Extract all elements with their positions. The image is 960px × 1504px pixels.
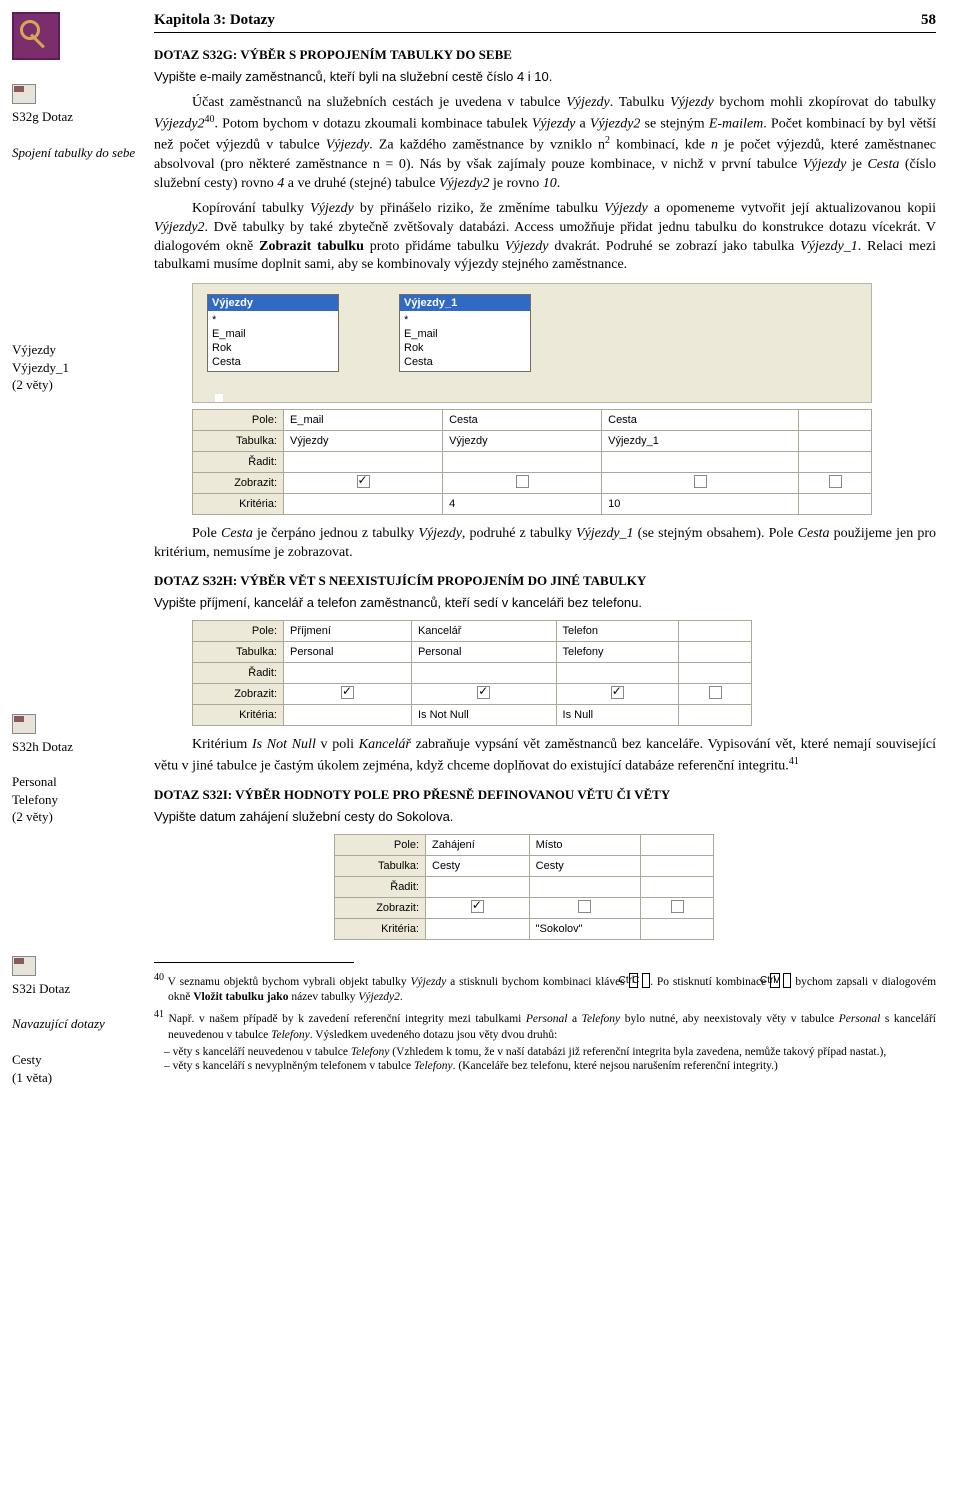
footnote-41: 41 Např. v našem případě by k zavedení r… [168,1008,936,1043]
query-icon [12,956,36,976]
query-designer-h: Pole:PříjmeníKancelářTelefon Tabulka:Per… [192,620,936,726]
checkbox-icon[interactable] [671,900,684,913]
checkbox-icon[interactable] [357,475,370,488]
section-g-after: Pole Cesta je čerpáno jednou z tabulky V… [154,525,936,563]
sidebar-g-label: S32g Dotaz [12,109,73,124]
sidebar-i-tables: Cesty (1 věta) [12,1051,142,1086]
tables-pane: Výjezdy * E_mail Rok Cesta Výjezdy_1 * E… [192,283,872,403]
checkbox-icon[interactable] [709,686,722,699]
footnote-40: 40 V seznamu objektů bychom vybrali obje… [168,971,936,1006]
sidebar-h-label: S32h Dotaz [12,739,73,754]
page-number: 58 [921,12,936,29]
section-g-title: DOTAZ S32G: VÝBĚR S PROPOJENÍM TABULKY D… [154,47,936,63]
sidebar-g-link: Spojení tabulky do sebe [12,144,142,162]
query-designer-i: Pole:ZahájeníMísto Tabulka:CestyCesty Řa… [334,834,936,940]
checkbox-icon[interactable] [341,686,354,699]
footnote-41-item1: – věty s kanceláří neuvedenou v tabulce … [174,1046,936,1058]
chapter-key-icon [12,12,60,60]
qbe-grid-g[interactable]: Pole:E_mailCestaCesta Tabulka:VýjezdyVýj… [192,409,872,515]
checkbox-icon[interactable] [477,686,490,699]
chapter-title: Kapitola 3: Dotazy [154,12,275,29]
qbe-grid-i[interactable]: Pole:ZahájeníMísto Tabulka:CestyCesty Řa… [334,834,714,940]
query-designer-g: Výjezdy * E_mail Rok Cesta Výjezdy_1 * E… [192,283,872,515]
checkbox-icon[interactable] [611,686,624,699]
sidebar-g-tables: Výjezdy Výjezdy_1 (2 věty) [12,341,142,394]
query-icon [12,714,36,734]
table-box-vyjezdy[interactable]: Výjezdy * E_mail Rok Cesta [207,294,339,372]
checkbox-icon[interactable] [516,475,529,488]
qbe-grid-h[interactable]: Pole:PříjmeníKancelářTelefon Tabulka:Per… [192,620,752,726]
section-g-para1: Účast zaměstnanců na služebních cestách … [154,94,936,194]
checkbox-icon[interactable] [578,900,591,913]
footnote-separator [154,962,354,963]
checkbox-icon[interactable] [694,475,707,488]
section-i-task: Vypište datum zahájení služební cesty do… [154,809,936,824]
section-g-para2: Kopírování tabulky Výjezdy by přinášelo … [154,200,936,276]
sidebar-i-label: S32i Dotaz [12,981,70,996]
section-h-task: Vypište příjmení, kancelář a telefon zam… [154,595,936,610]
section-g-task: Vypište e-maily zaměstnanců, kteří byli … [154,69,936,84]
section-i-title: DOTAZ S32I: VÝBĚR HODNOTY POLE PRO PŘESN… [154,787,936,803]
section-h-title: DOTAZ S32H: VÝBĚR VĚT S NEEXISTUJÍCÍM PR… [154,573,936,589]
query-icon [12,84,36,104]
footnote-41-item2: – věty s kanceláří s nevyplněným telefon… [174,1060,936,1072]
checkbox-icon[interactable] [471,900,484,913]
sidebar-i-link: Navazující dotazy [12,1015,142,1033]
sidebar-h-tables: Personal Telefony (2 věty) [12,773,142,826]
section-h-after: Kritérium Is Not Null v poli Kancelář za… [154,736,936,776]
table-box-vyjezdy1[interactable]: Výjezdy_1 * E_mail Rok Cesta [399,294,531,372]
checkbox-icon[interactable] [829,475,842,488]
